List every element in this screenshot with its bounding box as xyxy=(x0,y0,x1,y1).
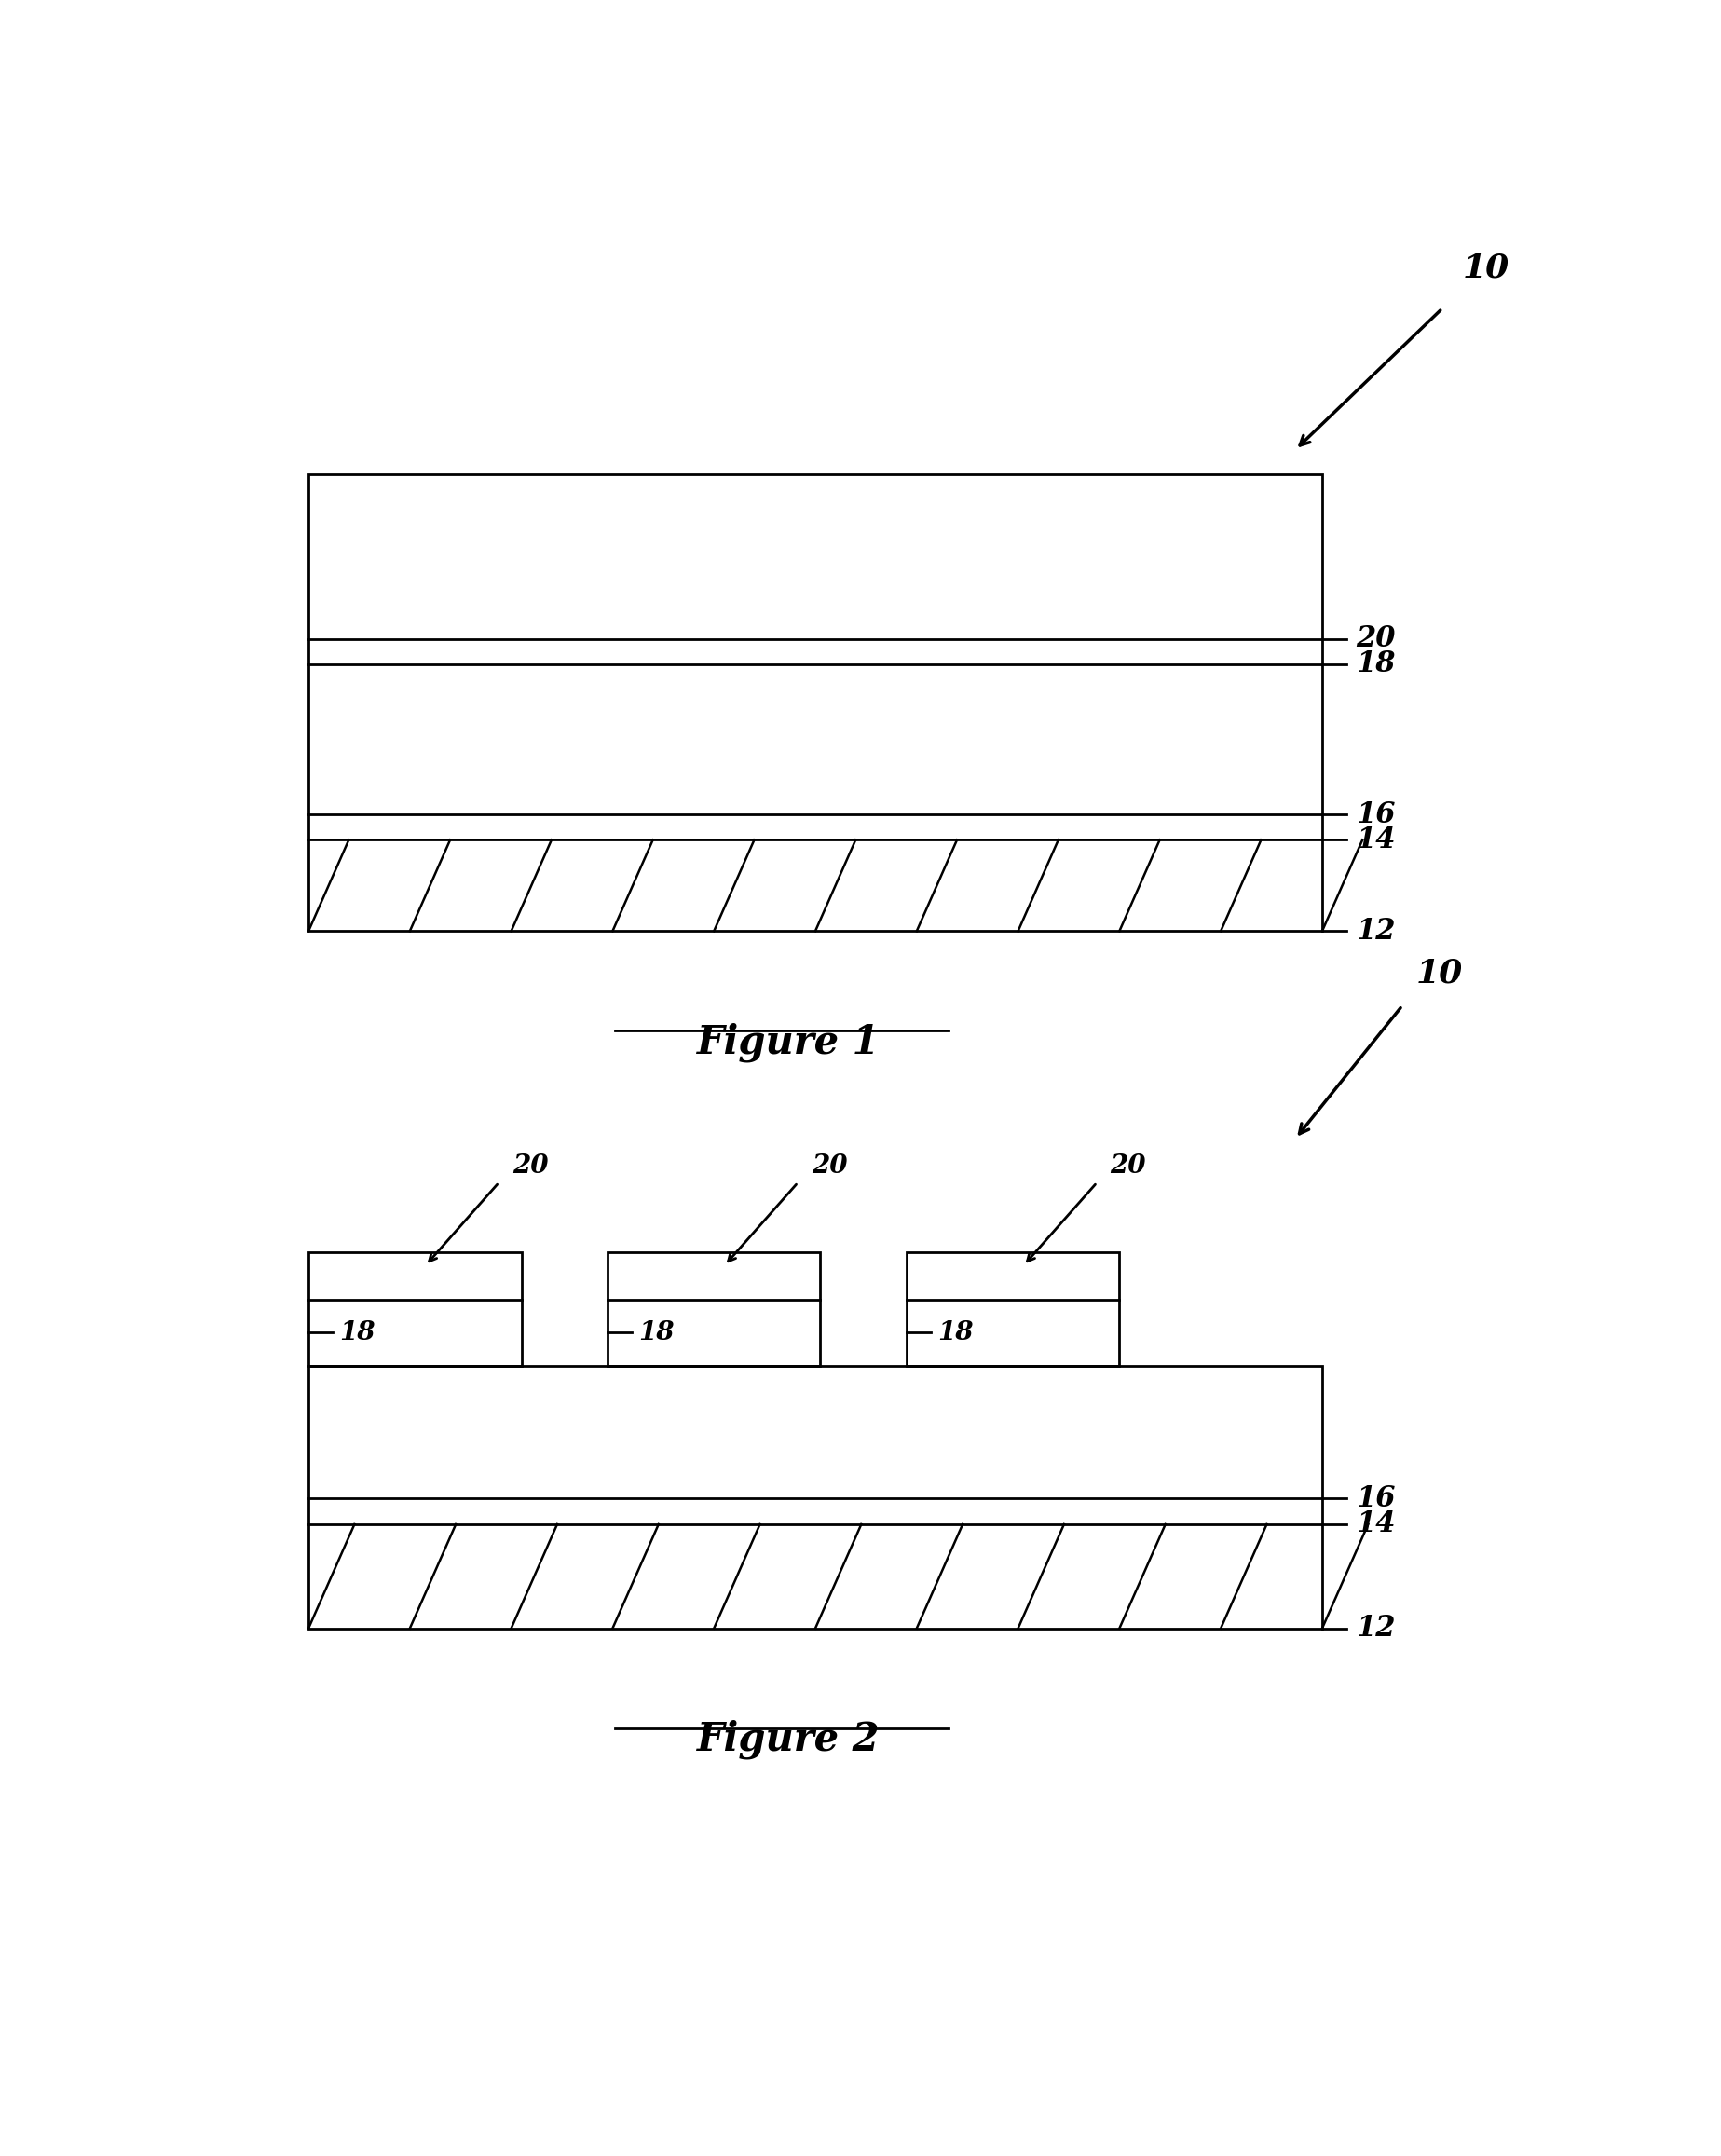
Text: 14: 14 xyxy=(1356,1509,1396,1539)
Text: 18: 18 xyxy=(638,1319,675,1345)
Text: Figure 1: Figure 1 xyxy=(697,1022,879,1063)
Text: 14: 14 xyxy=(1356,826,1396,854)
Text: 12: 12 xyxy=(1356,1615,1396,1643)
Text: 20: 20 xyxy=(1110,1153,1146,1179)
Text: 20: 20 xyxy=(1356,625,1396,653)
Text: 12: 12 xyxy=(1356,916,1396,946)
Text: 18: 18 xyxy=(1356,649,1396,679)
Text: Figure 2: Figure 2 xyxy=(697,1720,879,1759)
Text: 20: 20 xyxy=(513,1153,547,1179)
Text: 16: 16 xyxy=(1356,1483,1396,1514)
Text: 10: 10 xyxy=(1463,252,1509,285)
Text: 16: 16 xyxy=(1356,800,1396,830)
Text: 18: 18 xyxy=(938,1319,972,1345)
Text: 18: 18 xyxy=(339,1319,375,1345)
Text: 20: 20 xyxy=(811,1153,847,1179)
Text: 10: 10 xyxy=(1415,957,1463,990)
